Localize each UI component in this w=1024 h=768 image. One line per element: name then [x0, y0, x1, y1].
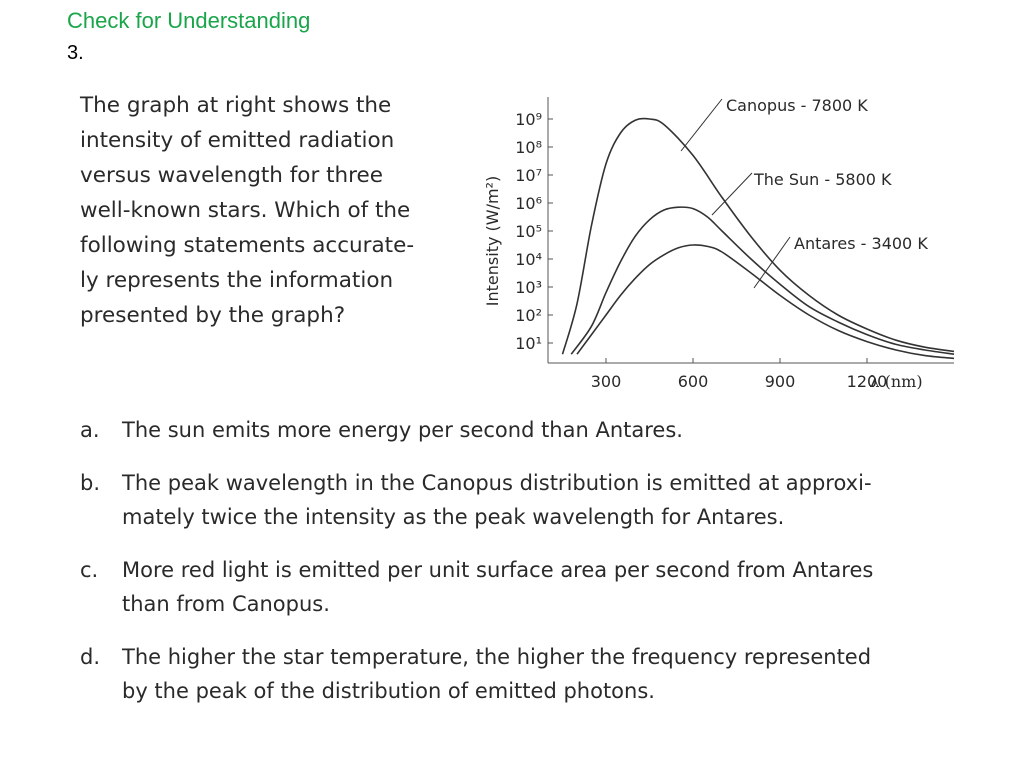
- chart-labels: Canopus - 7800 K The Sun - 5800 K Antares …: [680, 96, 928, 289]
- choice-c[interactable]: c. More red light is emitted per unit su…: [80, 553, 980, 621]
- x-axis-label: λ (nm): [869, 372, 922, 391]
- y-tick-label: 10⁷: [515, 166, 542, 185]
- label-antares: Antares - 3400 K: [794, 234, 928, 253]
- choice-letter: b.: [80, 471, 101, 495]
- choice-text: The peak wavelength in the Canopus distr…: [122, 471, 872, 495]
- choice-text: by the peak of the distribution of emitt…: [122, 679, 655, 703]
- answer-choices: a. The sun emits more energy per second …: [80, 413, 980, 708]
- prompt-line: following statements accurate-: [80, 233, 415, 258]
- choice-text: The sun emits more energy per second tha…: [122, 418, 683, 442]
- y-tick-label: 10⁴: [515, 250, 542, 269]
- y-tick-label: 10¹: [515, 334, 542, 353]
- prompt-line: presented by the graph?: [80, 303, 346, 328]
- question-prompt: The graph at right shows the intensity o…: [80, 88, 442, 333]
- chart-series: [561, 117, 955, 360]
- choice-letter: a.: [80, 418, 100, 442]
- y-axis-label: Intensity (W/m²): [483, 176, 502, 306]
- y-tick-label: 10²: [515, 306, 542, 325]
- slide-title: Check for Understanding: [67, 8, 311, 33]
- choice-d[interactable]: d. The higher the star temperature, the …: [80, 640, 980, 708]
- x-tick-label: 600: [678, 372, 709, 391]
- y-tick-label: 10⁶: [515, 194, 542, 213]
- chart-svg: 10¹ 10² 10³ 10⁴ 10⁵ 10⁶ 10⁷ 10⁸ 10⁹ 300 600 900 1200…: [483, 96, 955, 391]
- y-tick-label: 10³: [515, 278, 542, 297]
- blackbody-chart: 10¹ 10² 10³ 10⁴ 10⁵ 10⁶ 10⁷ 10⁸ 10⁹ 300 600 900 1200…: [476, 85, 976, 395]
- choice-letter: c.: [80, 558, 99, 582]
- y-tick-label: 10⁵: [515, 222, 542, 241]
- choice-b[interactable]: b. The peak wavelength in the Canopus di…: [80, 466, 980, 534]
- x-tick-label: 1200: [847, 372, 888, 391]
- prompt-line: ly represents the information: [80, 268, 394, 293]
- prompt-line: intensity of emitted radiation: [80, 128, 395, 153]
- y-tick-label: 10⁸: [515, 138, 542, 157]
- prompt-line: well-known stars. Which of the: [80, 198, 411, 223]
- choice-text: The higher the star temperature, the hig…: [122, 645, 872, 669]
- chart-axes: 10¹ 10² 10³ 10⁴ 10⁵ 10⁶ 10⁷ 10⁸ 10⁹ 300 600 900 1200…: [483, 97, 954, 391]
- label-canopus: Canopus - 7800 K: [726, 96, 868, 115]
- label-sun: The Sun - 5800 K: [753, 170, 892, 189]
- series-antares-curve: [576, 244, 955, 360]
- question-number: 3.: [67, 42, 84, 64]
- choice-a[interactable]: a. The sun emits more energy per second …: [80, 413, 980, 447]
- choice-text: than from Canopus.: [122, 592, 330, 616]
- label-canopus-leader: [680, 98, 723, 152]
- series-sun-curve: [570, 206, 955, 355]
- x-tick-label: 900: [765, 372, 796, 391]
- choice-text: More red light is emitted per unit surfa…: [122, 558, 874, 582]
- choice-text: mately twice the intensity as the peak w…: [122, 505, 785, 529]
- x-tick-label: 300: [591, 372, 622, 391]
- prompt-line: versus wavelength for three: [80, 163, 384, 188]
- y-tick-label: 10⁹: [515, 110, 542, 129]
- series-canopus-curve: [561, 117, 955, 355]
- label-antares-leader: [753, 236, 791, 289]
- choice-letter: d.: [80, 645, 101, 669]
- prompt-line: The graph at right shows the: [80, 93, 392, 118]
- label-sun-leader: [711, 172, 753, 216]
